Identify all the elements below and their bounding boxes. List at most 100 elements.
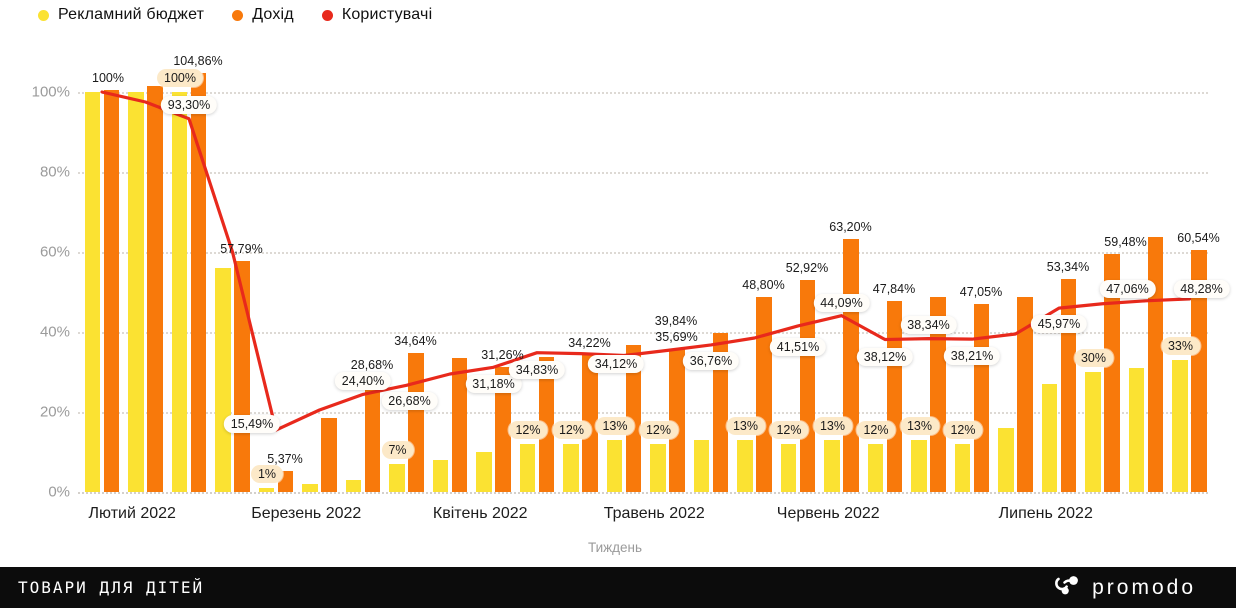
revenue-bar-week-25 (1147, 237, 1163, 492)
budget-bar-week-24 (1085, 372, 1101, 492)
budget-label-week-1: 100% (92, 71, 124, 85)
users-label-week-17: 41,51% (769, 337, 827, 356)
budget-label-week-19: 12% (856, 421, 896, 439)
revenue-bar-week-6 (321, 418, 337, 492)
footer-title: ТОВАРИ ДЛЯ ДІТЕЙ (18, 578, 205, 597)
budget-bar-week-22 (998, 428, 1014, 492)
revenue-bar-week-18 (843, 239, 859, 492)
gridline-80% (78, 172, 1208, 174)
revenue-bar-week-17 (799, 280, 815, 492)
revenue-label-week-7: 28,68% (350, 358, 394, 373)
legend-dot-icon (38, 9, 49, 21)
month-label: Лютий 2022 (88, 505, 176, 522)
budget-bar-week-6 (302, 484, 318, 492)
users-label-week-5: 15,49% (223, 415, 281, 434)
users-label-week-15: 36,76% (682, 351, 740, 370)
users-label-week-21: 38,21% (943, 347, 1001, 366)
revenue-bar-week-1 (103, 90, 119, 492)
budget-bar-week-25 (1128, 368, 1144, 492)
x-axis-title: Тиждень (587, 540, 643, 555)
revenue-bar-week-7 (364, 377, 380, 492)
users-label-week-3: 93,30% (160, 95, 218, 114)
revenue-label-week-16: 48,80% (742, 277, 785, 292)
budget-bar-week-2 (128, 92, 144, 492)
budget-label-week-16: 13% (725, 417, 766, 435)
budget-bar-week-20 (911, 440, 927, 492)
revenue-bar-week-3 (190, 72, 206, 492)
users-label-week-13: 34,12% (587, 354, 645, 373)
budget-bar-week-16 (737, 440, 753, 492)
users-label-week-19: 38,12% (856, 347, 914, 366)
budget-bar-week-26 (1172, 360, 1188, 492)
revenue-bar-week-21 (973, 303, 989, 492)
y-axis-tick: 20% (39, 403, 70, 421)
legend-item-3[interactable]: Користувачі (321, 6, 433, 24)
legend-item-2[interactable]: Дохід (232, 6, 294, 24)
revenue-bar-week-19 (886, 300, 902, 492)
legend-item-label: Дохід (252, 6, 294, 23)
budget-bar-week-9 (432, 460, 448, 492)
revenue-label-week-4: 57,79% (220, 241, 263, 256)
budget-label-week-21: 12% (943, 421, 983, 439)
chart-plot-area: 0% 20% 40% 60% 80% 100% 100% 100% 1% 7% 12% 12% 13% 1… (31, 53, 1230, 522)
revenue-label-week-24: 59,48% (1104, 235, 1147, 250)
revenue-bar-week-16 (756, 296, 772, 492)
legend-item-1[interactable]: Рекламний бюджет (38, 6, 204, 24)
legend-dot-icon (321, 9, 333, 21)
budget-label-week-3: 100% (157, 69, 203, 87)
revenue-label-week-10: 31,26% (481, 347, 524, 362)
revenue-label-week-17: 52,92% (785, 261, 829, 276)
budget-bar-week-15 (693, 440, 709, 492)
budget-bar-week-4 (215, 268, 231, 492)
y-axis-tick: 0% (48, 483, 70, 501)
budget-bar-week-7 (345, 480, 361, 492)
budget-label-week-17: 12% (769, 421, 809, 439)
users-label-week-8: 26,68% (381, 392, 438, 411)
users-label-week-20: 38,34% (900, 315, 957, 334)
budget-bar-week-17 (780, 444, 796, 492)
revenue-bar-week-4 (234, 260, 250, 492)
budget-label-week-14: 12% (638, 421, 679, 439)
y-axis-tick: 60% (39, 243, 70, 261)
budget-bar-week-23 (1041, 384, 1057, 492)
budget-label-week-8: 7% (381, 441, 414, 459)
budget-bar-week-3 (171, 92, 187, 492)
budget-bar-week-18 (824, 440, 840, 492)
budget-bar-week-21 (954, 444, 970, 492)
revenue-label-week-8: 34,64% (394, 334, 437, 349)
revenue-bar-week-26 (1191, 249, 1207, 492)
month-label: Липень 2022 (998, 505, 1093, 522)
users-label-week-23: 45,97% (1030, 315, 1088, 334)
users-label-week-18: 44,09% (813, 293, 870, 312)
revenue-label-week-19: 47,84% (872, 281, 916, 296)
budget-label-week-24: 30% (1073, 349, 1114, 367)
footer-bar: ТОВАРИ ДЛЯ ДІТЕЙ promodo (0, 567, 1236, 608)
users-label-week-11: 34,83% (508, 360, 566, 379)
y-axis-tick: 100% (31, 83, 70, 101)
brand-name: promodo (1092, 575, 1196, 599)
revenue-label-week-21: 47,05% (959, 284, 1003, 299)
budget-label-week-26: 33% (1160, 337, 1201, 355)
budget-bar-week-8 (389, 464, 405, 492)
gridline-100% (78, 92, 1208, 94)
revenue-label-week-12: 34,22% (568, 336, 611, 351)
y-axis-tick: 80% (39, 163, 70, 181)
revenue-bar-week-9 (451, 358, 467, 492)
users-label-week-26: 48,28% (1173, 279, 1230, 298)
revenue-label-week-23: 53,34% (1046, 259, 1090, 274)
y-axis-tick: 40% (39, 323, 70, 341)
budget-label-week-11: 12% (508, 421, 548, 439)
legend-item-label: Користувачі (341, 6, 433, 23)
budget-bar-week-5 (258, 488, 274, 492)
budget-bar-week-19 (867, 444, 883, 492)
budget-bar-week-1 (84, 92, 100, 492)
gridline-0% (78, 492, 1208, 494)
budget-bar-week-14 (650, 444, 666, 492)
promodo-cherry-icon (1053, 572, 1080, 604)
month-label: Червень 2022 (776, 505, 880, 522)
revenue-label-week-26: 60,54% (1177, 230, 1220, 245)
month-label: Квітень 2022 (432, 505, 528, 522)
users-label-week-7: 24,40% (334, 372, 392, 391)
revenue-bar-week-2 (147, 86, 163, 492)
